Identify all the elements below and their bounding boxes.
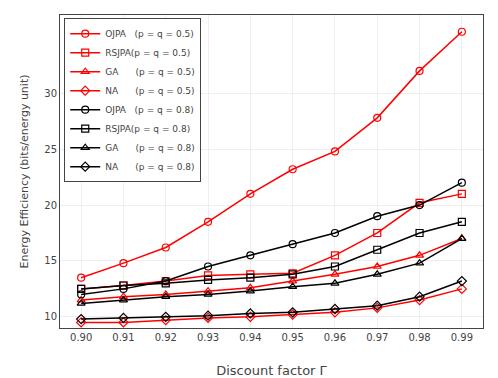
svg-text:GA (p = q = 0.5): GA (p = q = 0.5) xyxy=(105,67,195,77)
svg-text:0.99: 0.99 xyxy=(451,332,473,343)
svg-text:0.91: 0.91 xyxy=(112,332,134,343)
svg-text:NA (p = q = 0.8): NA (p = q = 0.8) xyxy=(105,162,194,172)
svg-text:Energy Efficiency (bits/energy: Energy Efficiency (bits/energy unit) xyxy=(18,75,31,269)
svg-text:20: 20 xyxy=(44,200,57,211)
svg-text:RSJPA(p = q = 0.5): RSJPA(p = q = 0.5) xyxy=(105,48,190,58)
svg-text:30: 30 xyxy=(44,88,57,99)
svg-text:0.92: 0.92 xyxy=(155,332,177,343)
svg-text:15: 15 xyxy=(44,255,57,266)
svg-text:0.95: 0.95 xyxy=(282,332,304,343)
svg-text:0.94: 0.94 xyxy=(239,332,261,343)
svg-text:10: 10 xyxy=(44,311,57,322)
svg-text:0.90: 0.90 xyxy=(70,332,92,343)
svg-text:Discount factor Γ: Discount factor Γ xyxy=(216,363,327,378)
svg-text:NA (p = q = 0.5): NA (p = q = 0.5) xyxy=(105,86,194,96)
svg-text:OJPA (p = q = 0.8): OJPA (p = q = 0.8) xyxy=(105,105,194,115)
svg-text:OJPA (p = q = 0.5): OJPA (p = q = 0.5) xyxy=(105,29,194,39)
svg-text:RSJPA(p = q = 0.8): RSJPA(p = q = 0.8) xyxy=(105,124,190,134)
svg-text:0.98: 0.98 xyxy=(408,332,430,343)
svg-text:0.93: 0.93 xyxy=(197,332,219,343)
svg-text:0.96: 0.96 xyxy=(324,332,346,343)
svg-text:GA (p = q = 0.8): GA (p = q = 0.8) xyxy=(105,143,195,153)
svg-text:0.97: 0.97 xyxy=(366,332,388,343)
svg-text:25: 25 xyxy=(44,144,57,155)
